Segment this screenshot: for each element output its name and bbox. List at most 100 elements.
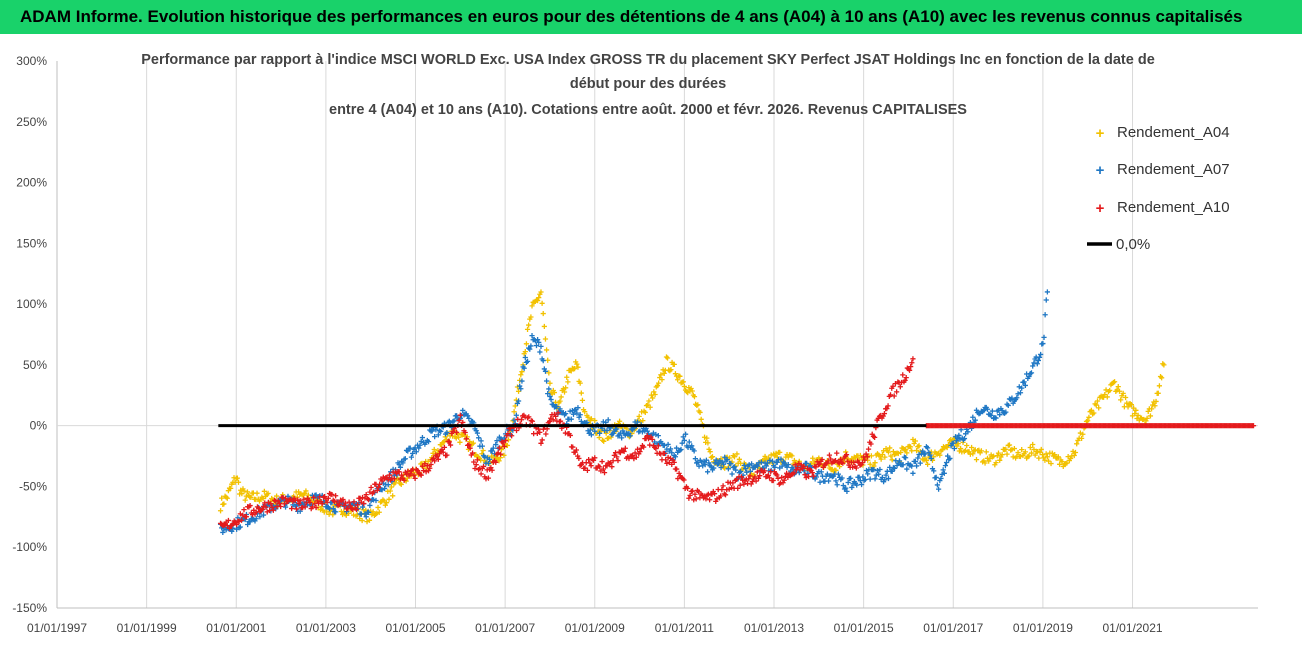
legend-item-zero[interactable]: 0,0% — [1087, 236, 1150, 253]
data-point — [615, 457, 621, 464]
data-point — [585, 414, 591, 420]
data-point — [983, 449, 989, 455]
data-point — [813, 464, 819, 470]
data-point — [958, 445, 964, 452]
data-point — [718, 493, 724, 499]
data-point — [425, 439, 432, 445]
data-point — [895, 450, 901, 457]
legend-item-a04[interactable]: + Rendement_A04 — [1096, 124, 1230, 142]
data-point — [883, 472, 889, 478]
y-tick-label: -50% — [19, 479, 47, 493]
data-point — [1112, 379, 1118, 385]
data-point — [863, 467, 870, 474]
data-point — [476, 435, 482, 441]
data-point — [574, 410, 580, 416]
data-point — [711, 465, 717, 471]
data-point — [698, 459, 705, 465]
data-point — [1003, 446, 1009, 452]
data-point — [523, 341, 530, 347]
data-point — [1059, 459, 1065, 465]
data-point — [773, 450, 779, 456]
grid-lines — [56, 61, 1258, 609]
data-point — [621, 448, 627, 455]
data-point — [1022, 382, 1028, 389]
data-point — [401, 477, 407, 483]
data-point — [601, 438, 607, 444]
data-point — [917, 460, 923, 466]
data-point — [922, 451, 928, 457]
y-tick-label: 0% — [30, 419, 48, 433]
data-point — [927, 452, 933, 458]
data-point — [707, 497, 713, 503]
data-point — [879, 452, 885, 458]
data-point — [1079, 435, 1085, 441]
x-tick-label: 01/01/1997 — [27, 621, 87, 635]
x-tick-label: 01/01/2011 — [655, 621, 714, 635]
data-point — [270, 507, 276, 513]
data-point — [644, 428, 650, 434]
data-point — [413, 449, 419, 455]
data-point — [428, 461, 434, 468]
report-banner: ADAM Informe. Evolution historique des p… — [0, 0, 1302, 34]
data-point — [257, 514, 263, 520]
data-point — [1086, 414, 1092, 420]
data-point — [535, 426, 542, 432]
data-point — [1048, 460, 1054, 467]
data-point — [373, 497, 379, 504]
data-point — [1155, 390, 1161, 396]
data-point — [993, 460, 999, 466]
data-point — [588, 416, 594, 422]
data-point — [407, 445, 413, 451]
data-point — [282, 504, 289, 510]
legend-item-a07[interactable]: + Rendement_A07 — [1096, 161, 1230, 179]
data-point — [706, 460, 712, 466]
data-point — [601, 470, 608, 476]
data-point — [513, 412, 519, 418]
data-point — [720, 461, 727, 467]
data-point — [355, 502, 361, 508]
data-point — [535, 337, 541, 343]
data-point — [1044, 454, 1050, 460]
data-point — [722, 492, 729, 498]
data-point — [781, 477, 787, 483]
data-point — [867, 476, 873, 482]
x-tick-label: 01/01/2003 — [296, 621, 356, 635]
data-point — [366, 517, 373, 523]
data-point — [733, 467, 739, 473]
data-point — [950, 440, 956, 446]
data-point — [424, 463, 430, 469]
data-point — [1017, 390, 1024, 396]
data-point — [587, 427, 593, 433]
legend-marker-a07: + — [1096, 162, 1105, 179]
data-point — [871, 466, 877, 473]
data-point — [259, 506, 265, 512]
legend-marker-a10: + — [1096, 200, 1105, 217]
data-point — [997, 457, 1003, 463]
data-point — [697, 409, 703, 416]
data-point — [375, 484, 382, 491]
data-point — [908, 364, 914, 370]
data-point — [909, 463, 915, 469]
data-point — [296, 500, 302, 507]
data-point — [997, 412, 1003, 418]
data-point — [941, 470, 947, 476]
data-point — [550, 417, 556, 423]
data-point — [661, 370, 667, 376]
data-point — [418, 472, 424, 478]
legend-item-a10[interactable]: + Rendement_A10 — [1096, 199, 1230, 217]
data-point — [817, 461, 823, 467]
data-point — [529, 418, 536, 424]
data-point — [1125, 404, 1131, 410]
data-point — [668, 367, 674, 373]
data-point — [874, 467, 881, 474]
data-point — [909, 360, 915, 366]
data-point — [411, 472, 417, 478]
data-point — [896, 458, 903, 464]
data-point — [297, 508, 303, 514]
data-point — [399, 472, 405, 478]
data-point — [295, 497, 301, 503]
data-point — [524, 326, 531, 332]
data-point — [427, 465, 433, 471]
data-point — [243, 514, 250, 520]
data-point — [599, 458, 605, 465]
